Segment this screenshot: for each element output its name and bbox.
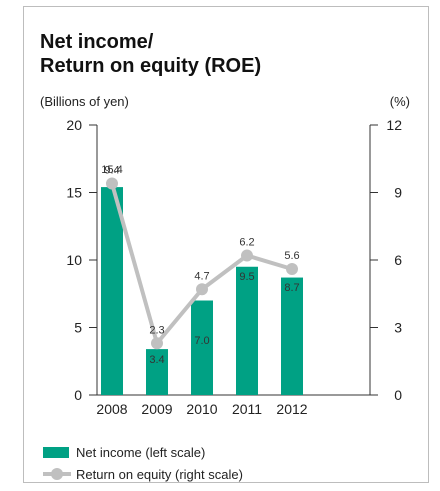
legend-label-roe: Return on equity (right scale) <box>76 467 243 482</box>
bar-net-income <box>236 266 258 395</box>
bar-data-label: 7.0 <box>194 335 209 347</box>
x-tick-label: 2008 <box>96 401 127 417</box>
chart-panel <box>23 6 429 483</box>
bar-data-label: 9.5 <box>239 271 254 283</box>
roe-point <box>241 249 253 262</box>
y-tick-label: 0 <box>74 387 82 403</box>
x-tick-label: 2010 <box>186 401 217 417</box>
bar-net-income <box>101 187 123 395</box>
y2-tick-label: 9 <box>394 185 402 201</box>
x-tick-label: 2009 <box>141 401 172 417</box>
legend-swatch-net-income <box>43 447 69 458</box>
y-tick-label: 5 <box>74 320 82 336</box>
y-axis-label: (Billions of yen) <box>40 94 129 109</box>
y2-tick-label: 12 <box>386 117 402 133</box>
chart-title-line-2: Return on equity (ROE) <box>40 55 262 77</box>
y-tick-label: 20 <box>66 117 82 133</box>
roe-data-label: 6.2 <box>239 237 254 249</box>
bar-data-label: 15.4 <box>101 164 122 176</box>
roe-point <box>106 177 118 190</box>
y2-tick-label: 0 <box>394 387 402 403</box>
legend-label-net-income: Net income (left scale) <box>76 445 205 460</box>
bar-net-income <box>281 277 303 395</box>
roe-data-label: 2.3 <box>149 324 164 336</box>
roe-data-label: 4.7 <box>194 270 209 282</box>
bar-data-label: 8.7 <box>284 282 299 294</box>
roe-point <box>286 263 298 275</box>
chart-title-line-1: Net income/ <box>40 31 154 53</box>
legend-swatch-roe-point <box>51 468 63 480</box>
bar-net-income <box>146 349 168 395</box>
x-tick-label: 2011 <box>232 401 262 417</box>
roe-data-label: 9.4 <box>104 165 119 177</box>
x-tick-label: 2012 <box>276 401 307 417</box>
y2-axis-label: (%) <box>390 94 410 109</box>
roe-data-label: 5.6 <box>284 250 299 262</box>
y2-tick-label: 6 <box>394 252 402 268</box>
roe-point <box>151 337 163 350</box>
y-tick-label: 10 <box>66 252 82 268</box>
y2-tick-label: 3 <box>394 320 402 336</box>
bar-data-label: 3.4 <box>149 354 164 366</box>
bar-net-income <box>191 300 213 395</box>
roe-point <box>196 283 208 296</box>
chart-title: Net income/ Return on equity (ROE) <box>40 30 261 78</box>
y-tick-label: 15 <box>66 185 82 201</box>
